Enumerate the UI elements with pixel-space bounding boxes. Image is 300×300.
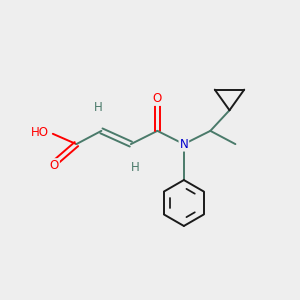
Text: O: O bbox=[153, 92, 162, 105]
Text: HO: HO bbox=[30, 126, 48, 139]
Text: N: N bbox=[179, 138, 188, 151]
Text: H: H bbox=[131, 161, 140, 174]
Text: H: H bbox=[94, 101, 103, 114]
Text: O: O bbox=[50, 159, 59, 172]
